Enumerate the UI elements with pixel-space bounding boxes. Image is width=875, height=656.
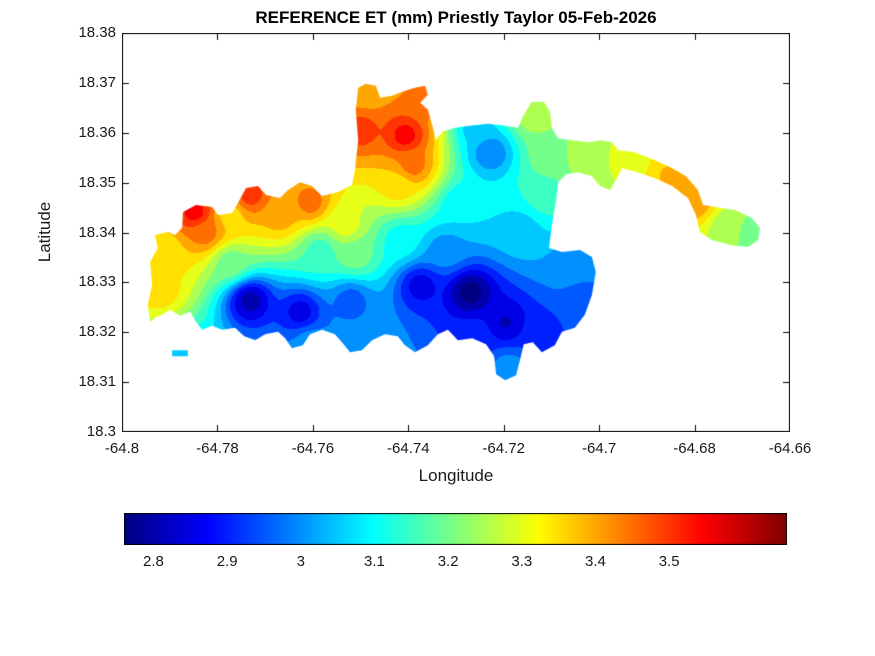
x-tick-label: -64.74: [387, 440, 430, 457]
x-tick-label: -64.7: [582, 440, 617, 457]
colorbar-tick-label: 3.5: [658, 553, 680, 570]
colorbar-tick-label: 3.1: [364, 553, 385, 570]
y-axis-ticks: 18.3 18.31 18.32 18.33 18.34 18.35 18.36 18.37 1…: [0, 24, 116, 440]
colorbar-canvas: [124, 513, 787, 545]
y-tick-label: 18.33: [78, 273, 116, 291]
x-tick-label: -64.66: [768, 440, 812, 457]
y-tick-label: 18.35: [78, 173, 116, 191]
y-tick-label: 18.32: [78, 323, 116, 341]
colorbar-tick-label: 3.3: [511, 553, 533, 570]
y-tick-label: 18.34: [78, 223, 116, 241]
x-axis-ticks: -64.8 -64.78 -64.76 -64.74 -64.72 -64.7 -64.68…: [105, 440, 811, 460]
x-axis-label: Longitude: [418, 466, 494, 485]
plot-title: REFERENCE ET (mm) Priestly Taylor 05-Feb…: [255, 8, 657, 27]
y-tick-label: 18.37: [78, 73, 116, 91]
y-tick-label: 18.36: [78, 123, 116, 141]
colorbar-ticks: 2.8 2.9 3 3.1 3.2 3.3 3.4 3.5: [124, 553, 787, 573]
y-tick-label: 18.31: [78, 373, 116, 391]
x-tick-label: -64.68: [673, 440, 716, 457]
y-tick-label: 18.38: [78, 24, 116, 41]
colorbar-tick-label: 2.9: [216, 553, 238, 570]
colorbar-tick-label: 3: [296, 553, 305, 570]
x-tick-label: -64.8: [104, 440, 140, 457]
colorbar-tick-label: 3.2: [437, 553, 459, 570]
contour-map-canvas: [122, 33, 790, 432]
x-tick-label: -64.72: [482, 440, 525, 457]
colorbar-tick-label: 3.4: [585, 553, 606, 570]
colorbar-tick-label: 2.8: [143, 553, 164, 570]
x-tick-label: -64.76: [291, 440, 335, 457]
x-tick-label: -64.78: [196, 440, 239, 457]
y-tick-label: 18.3: [86, 423, 116, 440]
